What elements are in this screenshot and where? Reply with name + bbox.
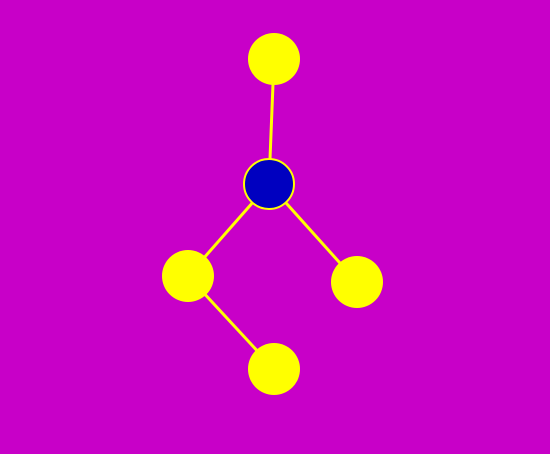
graph-node[interactable] [248, 343, 300, 395]
graph-node[interactable] [248, 33, 300, 85]
graph-node[interactable] [162, 250, 214, 302]
nodes-layer [162, 33, 383, 395]
graph-node[interactable] [331, 256, 383, 308]
graph-node-active[interactable] [243, 158, 295, 210]
